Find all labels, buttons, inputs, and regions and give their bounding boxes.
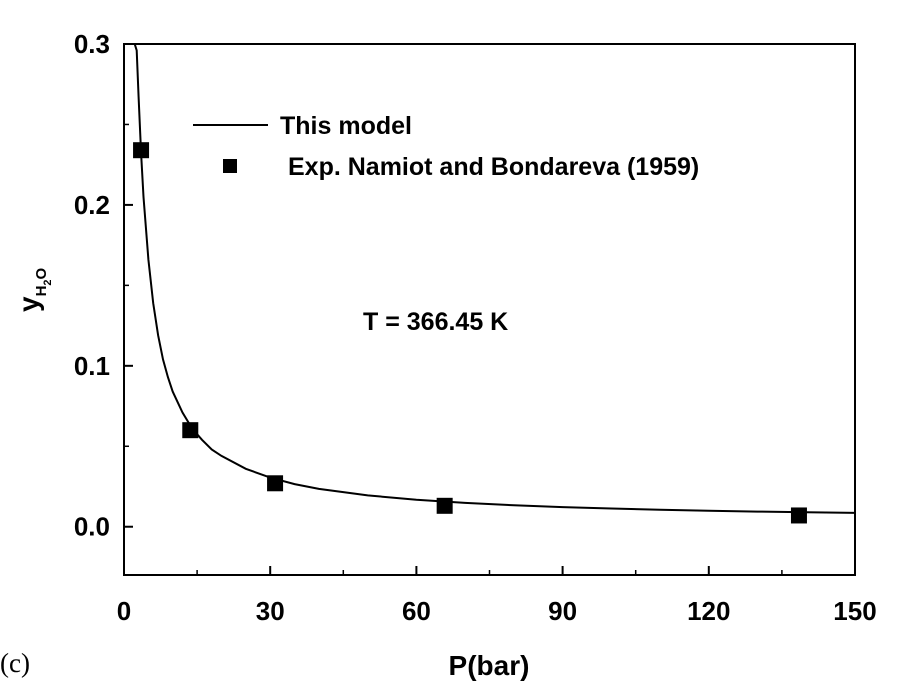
x-tick-label: 60 (402, 596, 431, 626)
data-point (182, 422, 199, 439)
y-tick-label: 0.2 (74, 190, 110, 220)
y-tick-label: 0.1 (74, 351, 110, 381)
y-axis-title-sub-tail: O (33, 267, 50, 279)
temperature-annotation: T = 366.45 K (363, 308, 508, 336)
model-curve (133, 43, 856, 514)
x-tick-label: 90 (548, 596, 577, 626)
panel-label: (c) (0, 648, 30, 678)
legend-label-model: This model (280, 112, 412, 140)
data-point (267, 475, 284, 492)
y-axis-title-main: y (13, 296, 44, 312)
x-tick-label: 30 (256, 596, 285, 626)
x-tick-label: 150 (833, 596, 876, 626)
data-point (133, 142, 150, 159)
x-axis-ticks: 0 30 60 90 120 150 (117, 566, 877, 626)
series-layer (133, 43, 856, 524)
y-axis-title-sub: H (33, 286, 50, 297)
y-tick-label: 0.3 (74, 29, 110, 59)
y-axis-title: yH2O (13, 267, 54, 312)
y-axis-ticks: 0.0 0.1 0.2 0.3 (74, 29, 133, 542)
data-point (790, 507, 807, 524)
legend-marker-swatch (223, 159, 237, 173)
legend-label-experiment: Exp. Namiot and Bondareva (1959) (288, 153, 699, 181)
x-axis-title: P(bar) (449, 650, 530, 681)
x-tick-label: 0 (117, 596, 131, 626)
y-tick-label: 0.0 (74, 512, 110, 542)
data-point (436, 497, 453, 514)
x-tick-label: 120 (687, 596, 730, 626)
svg-text:yH2O: yH2O (13, 267, 54, 312)
y-axis-title-sub-digit: 2 (42, 279, 54, 285)
